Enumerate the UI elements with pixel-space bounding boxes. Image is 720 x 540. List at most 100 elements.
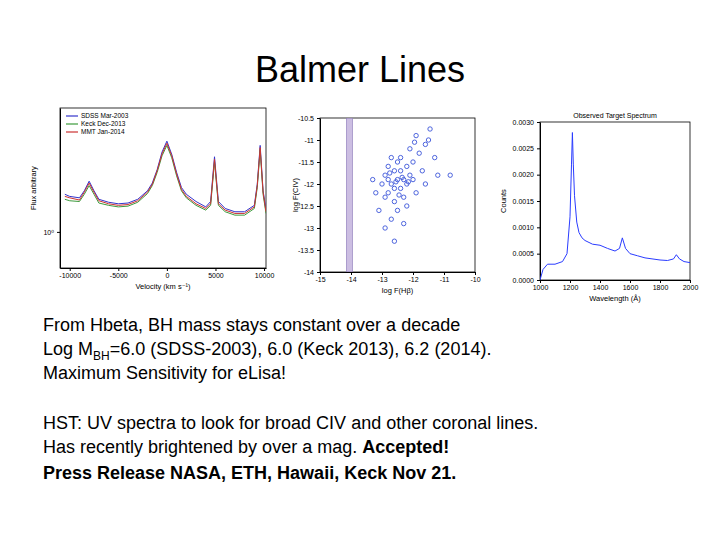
- x-tick: 2000: [683, 280, 699, 291]
- y-axis-line: [320, 119, 321, 273]
- x-tick-label: -12: [408, 276, 418, 283]
- x-tick-mark: [444, 272, 445, 275]
- x-tick-label: 1200: [563, 284, 579, 291]
- x-tick: -10: [470, 272, 480, 283]
- scatter-point: [405, 204, 409, 208]
- plot-area: [65, 141, 266, 215]
- y-tick-mark: [317, 206, 320, 207]
- y-tick-label: 10⁰: [43, 229, 54, 236]
- x-tick-label: -11: [440, 276, 450, 283]
- x-tick-mark: [118, 268, 119, 271]
- y-tick: 0.0025: [513, 145, 540, 152]
- y-tick: -10.5: [298, 115, 320, 122]
- y-tick-mark: [537, 122, 540, 123]
- scatter-point: [392, 239, 396, 243]
- scatter-point: [388, 171, 392, 175]
- y-tick-label: -11.5: [299, 159, 315, 166]
- y-tick-label: -14: [304, 269, 314, 276]
- y-tick: -14: [304, 269, 320, 276]
- scatter-point: [412, 140, 416, 144]
- x-tick-label: -10000: [59, 272, 81, 279]
- series-line: [540, 133, 690, 280]
- x-tick-label: 0: [165, 272, 169, 279]
- x-axis: 100012001400160018002000: [533, 280, 699, 291]
- scatter-point: [448, 173, 452, 177]
- y-tick-label: -13.5: [298, 247, 314, 254]
- legend-swatch: [66, 115, 78, 116]
- legend-label: SDSS Mar-2003: [81, 112, 129, 119]
- text-line: Log MBH=6.0 (SDSS-2003), 6.0 (Keck 2013)…: [43, 339, 491, 363]
- y-axis: 10⁰: [43, 109, 60, 269]
- scatter-point: [414, 133, 418, 137]
- scatter-point: [395, 160, 399, 164]
- plot-frame: [60, 108, 266, 268]
- scatter-point: [420, 169, 424, 173]
- scatter-point: [397, 193, 401, 197]
- x-axis-title: log F(Hβ): [382, 286, 414, 295]
- text-line: Has recently brightened by over a mag. A…: [43, 437, 449, 457]
- y-tick: -13.5: [298, 247, 320, 254]
- scatter-point: [411, 177, 415, 181]
- x-tick-mark: [70, 268, 71, 271]
- shaded-band: [346, 118, 352, 272]
- y-tick-mark: [317, 272, 320, 273]
- y-tick-mark: [57, 232, 60, 233]
- y-tick-label: 0.0030: [513, 119, 535, 126]
- x-axis-line: [541, 280, 691, 281]
- y-tick: 0.0020: [513, 171, 540, 178]
- y-tick-label: -12.5: [298, 203, 314, 210]
- y-tick-mark: [537, 201, 540, 202]
- scatter-point: [408, 173, 412, 177]
- x-tick-label: 1000: [533, 284, 549, 291]
- x-tick-mark: [413, 272, 414, 275]
- y-axis-line: [60, 109, 61, 269]
- y-axis: -14-13.5-13-12.5-12-11.5-11-10.5: [298, 115, 320, 276]
- scatter-point: [402, 221, 406, 225]
- chart: -15-14-13-12-11-10-14-13.5-13-12.5-12-11…: [291, 115, 481, 295]
- x-tick-label: 2000: [683, 284, 699, 291]
- y-tick: -11.5: [299, 159, 320, 166]
- x-tick-mark: [630, 280, 631, 283]
- x-tick-label: 10000: [255, 272, 275, 279]
- scatter-point: [398, 155, 402, 159]
- y-tick-label: 0.0000: [513, 277, 535, 284]
- y-axis-title: log F(CIV): [291, 177, 300, 212]
- text-run: Has recently brightened by over a mag.: [43, 437, 362, 457]
- scatter-point: [395, 208, 399, 212]
- x-tick-mark: [690, 280, 691, 283]
- scatter-point: [389, 155, 393, 159]
- y-tick-label: -13: [304, 225, 314, 232]
- y-tick: 0.0000: [513, 277, 540, 284]
- x-tick-label: 1800: [653, 284, 669, 291]
- x-tick-mark: [215, 268, 216, 271]
- x-tick: 1600: [623, 280, 639, 291]
- series-line: [65, 141, 266, 212]
- scatter-point: [386, 191, 390, 195]
- y-tick-label: 0.0020: [513, 171, 535, 178]
- legend-label: MMT Jan-2014: [81, 128, 125, 135]
- scatter-point: [436, 173, 440, 177]
- slide: Balmer LinesFrom Hbeta, BH mass stays co…: [0, 0, 720, 540]
- text-line: Maximum Sensitivity for eLisa!: [43, 363, 286, 383]
- text-line: From Hbeta, BH mass stays constant over …: [43, 315, 460, 335]
- x-tick: 5000: [208, 268, 224, 279]
- x-tick: 1000: [533, 280, 549, 291]
- y-tick-mark: [317, 228, 320, 229]
- legend: SDSS Mar-2003Keck Dec-2013MMT Jan-2014: [66, 112, 129, 135]
- y-tick: -12.5: [298, 203, 320, 210]
- x-tick-mark: [570, 280, 571, 283]
- x-tick: -11: [440, 272, 450, 283]
- chart: -10000-5000050001000010⁰SDSS Mar-2003Kec…: [29, 108, 274, 291]
- x-tick-mark: [264, 268, 265, 271]
- scatter-point: [402, 195, 406, 199]
- x-tick: -10000: [59, 268, 81, 279]
- y-tick-label: 0.0015: [513, 198, 535, 205]
- y-tick-mark: [317, 184, 320, 185]
- legend-swatch: [66, 123, 78, 124]
- x-tick-label: -10: [470, 276, 480, 283]
- scatter-point: [406, 180, 410, 184]
- scatter-point: [394, 180, 398, 184]
- scatter-point: [383, 173, 387, 177]
- x-tick-mark: [660, 280, 661, 283]
- y-tick-mark: [537, 254, 540, 255]
